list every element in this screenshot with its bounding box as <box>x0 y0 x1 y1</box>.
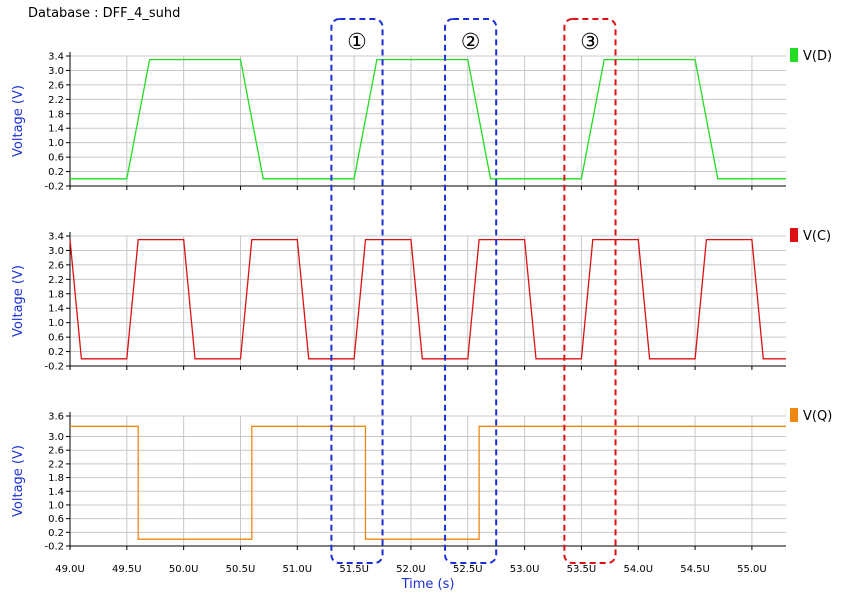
y-tick-label: 2.2 <box>48 459 64 470</box>
x-tick-label: 49.0U <box>55 564 85 575</box>
x-tick-label: 53.5U <box>567 564 597 575</box>
legend-swatch <box>790 228 798 242</box>
y-tick-label: 3.4 <box>48 52 64 63</box>
annotation-box <box>330 18 384 564</box>
y-tick-label: 3.0 <box>48 246 64 257</box>
x-tick-label: 54.5U <box>680 564 710 575</box>
series-line-V(Q) <box>70 425 786 540</box>
y-tick-label: -0.2 <box>44 182 64 193</box>
x-tick-label: 50.0U <box>169 564 199 575</box>
x-tick-label: 53.0U <box>510 564 540 575</box>
y-tick-label: 3.4 <box>48 232 64 243</box>
annotation-label: ① <box>347 30 367 55</box>
legend-label: V(Q) <box>803 409 832 424</box>
y-axis-label: Voltage (V) <box>11 85 26 157</box>
x-tick-label: 52.0U <box>396 564 426 575</box>
annotations-group: ① ② ③ <box>330 18 617 564</box>
x-axis-label: Time (s) <box>401 577 455 592</box>
y-tick-label: 0.2 <box>48 347 64 358</box>
panel-1: -0.2 0.2 0.6 1.0 1.4 1.8 2.2 2.6 3.0 3.4 Voltage (… <box>11 228 831 373</box>
annotation-box <box>444 18 498 564</box>
x-tick-label: 51.5U <box>339 564 369 575</box>
x-tick-label: 55.0U <box>737 564 767 575</box>
y-tick-label: 1.8 <box>48 109 64 120</box>
database-title: Database : DFF_4_suhd <box>28 6 180 21</box>
y-tick-label: 2.6 <box>48 80 64 91</box>
panel-2: -0.2 0.2 0.6 1.0 1.4 1.8 2.2 2.6 3.0 3.6 Voltage (… <box>11 408 832 553</box>
series-line-V(D) <box>70 58 786 180</box>
series-line-V(C) <box>69 238 786 360</box>
legend-label: V(D) <box>803 49 832 64</box>
y-tick-label: 0.6 <box>48 514 64 525</box>
y-tick-label: 1.0 <box>48 500 64 511</box>
legend-swatch <box>790 408 798 422</box>
y-tick-label: 0.6 <box>48 153 64 164</box>
x-tick-label: 50.5U <box>226 564 256 575</box>
y-tick-label: 1.4 <box>48 304 64 315</box>
panel-0: -0.2 0.2 0.6 1.0 1.4 1.8 2.2 2.6 3.0 3.4 Voltage (… <box>11 48 832 193</box>
legend-swatch <box>790 48 798 62</box>
y-tick-label: 0.2 <box>48 167 64 178</box>
y-tick-label: 0.6 <box>48 333 64 344</box>
y-tick-label: 0.2 <box>48 528 64 539</box>
y-axis-label: Voltage (V) <box>11 265 26 337</box>
y-tick-label: 3.6 <box>48 412 64 423</box>
annotation-label: ② <box>461 30 481 55</box>
y-tick-label: 1.0 <box>48 138 64 149</box>
panels-group: -0.2 0.2 0.6 1.0 1.4 1.8 2.2 2.6 3.0 3.4 Voltage (… <box>11 48 832 592</box>
y-tick-label: 2.2 <box>48 275 64 286</box>
y-tick-label: -0.2 <box>44 542 64 553</box>
y-tick-label: -0.2 <box>44 362 64 373</box>
y-tick-label: 2.6 <box>48 446 64 457</box>
y-tick-label: 2.6 <box>48 260 64 271</box>
x-tick-label: 49.5U <box>112 564 142 575</box>
y-tick-label: 1.8 <box>48 473 64 484</box>
y-tick-label: 1.4 <box>48 124 64 135</box>
y-tick-label: 1.8 <box>48 289 64 300</box>
annotation-label: ③ <box>580 30 600 55</box>
y-tick-label: 1.0 <box>48 318 64 329</box>
y-axis-label: Voltage (V) <box>11 445 26 517</box>
annotation-box <box>563 18 617 564</box>
y-tick-label: 1.4 <box>48 487 64 498</box>
x-tick-label: 54.0U <box>623 564 653 575</box>
x-tick-label: 52.5U <box>453 564 483 575</box>
y-tick-label: 3.0 <box>48 432 64 443</box>
y-tick-label: 3.0 <box>48 66 64 77</box>
x-tick-label: 51.0U <box>283 564 313 575</box>
legend-label: V(C) <box>803 229 831 244</box>
y-tick-label: 2.2 <box>48 95 64 106</box>
